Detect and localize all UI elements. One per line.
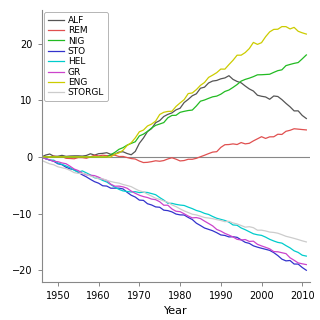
ENG xyxy=(121,148,125,152)
HEL xyxy=(80,169,84,173)
STO xyxy=(154,205,157,209)
HEL xyxy=(105,180,109,184)
ALF xyxy=(60,153,64,157)
Line: NIG: NIG xyxy=(42,55,306,157)
REM xyxy=(252,139,255,143)
HEL xyxy=(154,193,157,196)
STO xyxy=(40,155,44,159)
STORGL xyxy=(105,179,109,182)
ENG xyxy=(288,27,292,31)
ENG xyxy=(154,119,157,123)
STO xyxy=(304,268,308,272)
Line: REM: REM xyxy=(42,129,306,163)
STO xyxy=(105,184,109,188)
STORGL xyxy=(154,196,157,200)
ALF xyxy=(304,116,308,120)
GR xyxy=(121,185,125,189)
REM xyxy=(60,155,64,158)
ENG xyxy=(304,32,308,36)
GR xyxy=(105,179,109,182)
STO xyxy=(80,173,84,177)
STORGL xyxy=(247,225,251,228)
NIG xyxy=(105,155,109,159)
STO xyxy=(247,242,251,245)
GR xyxy=(284,252,288,256)
ALF xyxy=(252,89,255,93)
REM xyxy=(40,155,44,159)
Line: GR: GR xyxy=(42,157,306,265)
STORGL xyxy=(80,172,84,175)
ALF xyxy=(154,121,157,124)
Legend: ALF, REM, NIG, STO, HEL, GR, ENG, STORGL: ALF, REM, NIG, STO, HEL, GR, ENG, STORGL xyxy=(44,12,108,101)
GR xyxy=(40,155,44,159)
Line: ALF: ALF xyxy=(42,76,306,157)
NIG xyxy=(284,64,288,68)
REM xyxy=(304,128,308,132)
HEL xyxy=(304,254,308,258)
ENG xyxy=(60,155,64,159)
Line: STO: STO xyxy=(42,157,306,270)
NIG xyxy=(304,53,308,57)
ENG xyxy=(40,155,44,159)
GR xyxy=(154,198,157,202)
HEL xyxy=(121,189,125,193)
HEL xyxy=(40,155,44,159)
ENG xyxy=(105,155,109,159)
Line: STORGL: STORGL xyxy=(42,160,306,242)
ALF xyxy=(105,151,109,155)
STO xyxy=(284,259,288,263)
NIG xyxy=(80,155,84,159)
NIG xyxy=(247,76,251,80)
REM xyxy=(292,127,296,131)
GR xyxy=(247,239,251,243)
REM xyxy=(141,161,145,164)
NIG xyxy=(154,124,157,127)
REM xyxy=(105,154,109,157)
NIG xyxy=(40,155,44,159)
STORGL xyxy=(284,234,288,238)
Line: ENG: ENG xyxy=(42,27,306,157)
ENG xyxy=(247,47,251,51)
REM xyxy=(162,159,166,163)
ALF xyxy=(40,155,44,159)
GR xyxy=(304,263,308,267)
HEL xyxy=(284,244,288,248)
ALF xyxy=(121,150,125,154)
Line: HEL: HEL xyxy=(42,157,306,256)
STORGL xyxy=(304,240,308,244)
GR xyxy=(80,171,84,175)
ENG xyxy=(280,25,284,28)
STORGL xyxy=(121,183,125,187)
HEL xyxy=(247,230,251,234)
NIG xyxy=(121,146,125,149)
REM xyxy=(121,155,125,158)
ALF xyxy=(288,105,292,109)
STORGL xyxy=(40,158,44,162)
X-axis label: Year: Year xyxy=(164,306,188,316)
STO xyxy=(121,187,125,191)
REM xyxy=(158,159,162,163)
ALF xyxy=(227,74,231,78)
